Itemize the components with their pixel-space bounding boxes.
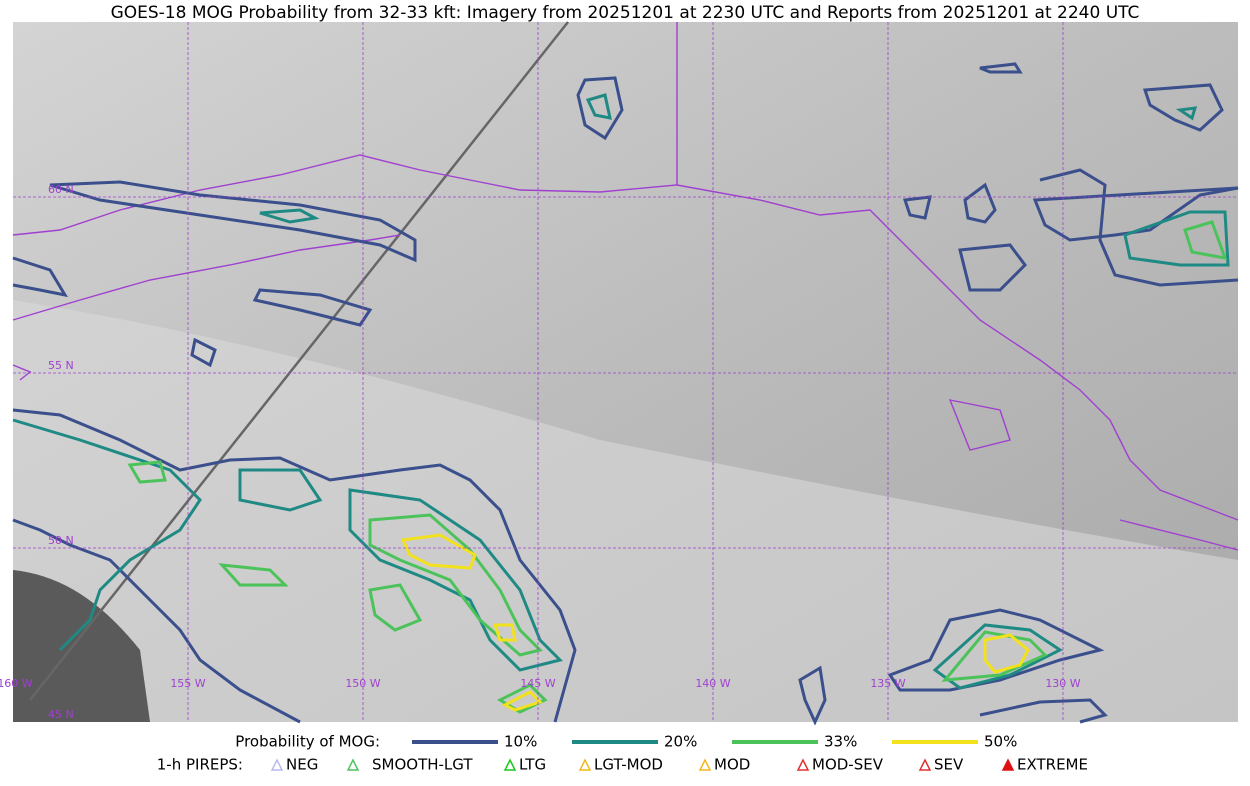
lon-label: 150 W (345, 677, 380, 690)
legend-label: 10% (504, 733, 537, 751)
cloud-band (13, 300, 1238, 722)
scan-line (29, 21, 569, 701)
title: GOES-18 MOG Probability from 32-33 kft: … (111, 3, 1140, 23)
legend: Probability of MOG: 10% 20% 33% 50% 1-h PIREP… (157, 733, 1088, 774)
lon-label: 155 W (170, 677, 205, 690)
legend-label: 20% (664, 733, 697, 751)
legend-label: SMOOTH-LGT (372, 756, 473, 774)
lon-label: 145 W (520, 677, 555, 690)
dark-region (13, 570, 150, 722)
pirep-symbol (796, 758, 810, 771)
lon-label: 130 W (1045, 677, 1080, 690)
legend-label: SEV (934, 756, 964, 774)
pirep-symbol (918, 758, 932, 771)
lon-label: 140 W (695, 677, 730, 690)
legend-label: MOD-SEV (812, 756, 884, 774)
legend-label: LTG (519, 756, 546, 774)
legend-title: 1-h PIREPS: (157, 756, 243, 774)
map: 60 N 55 N 50 N 45 N 160 W 155 W 150 W 145 W 140 … (0, 21, 1239, 726)
lat-label: 60 N (48, 183, 74, 196)
legend-label: 50% (984, 733, 1017, 751)
legend-title: Probability of MOG: (235, 733, 380, 751)
lat-label: 55 N (48, 359, 74, 372)
pirep-symbol (503, 758, 517, 771)
lon-label: 135 W (870, 677, 905, 690)
legend-label: 33% (824, 733, 857, 751)
pirep-symbol (578, 758, 592, 771)
pirep-symbol (346, 758, 360, 771)
pirep-symbol (1001, 758, 1015, 771)
legend-label: MOD (714, 756, 750, 774)
graticule: 60 N 55 N 50 N 45 N 160 W 155 W 150 W 145 W 140 … (0, 22, 1238, 722)
legend-label: NEG (286, 756, 318, 774)
lat-label: 50 N (48, 534, 74, 547)
legend-label: EXTREME (1017, 756, 1088, 774)
lon-label: 160 W (0, 677, 33, 690)
legend-label: LGT-MOD (594, 756, 663, 774)
lat-label: 45 N (48, 708, 74, 721)
coastline (12, 22, 1239, 551)
pirep-symbol (698, 758, 712, 771)
contours (12, 62, 1239, 726)
pirep-symbol (270, 758, 284, 771)
